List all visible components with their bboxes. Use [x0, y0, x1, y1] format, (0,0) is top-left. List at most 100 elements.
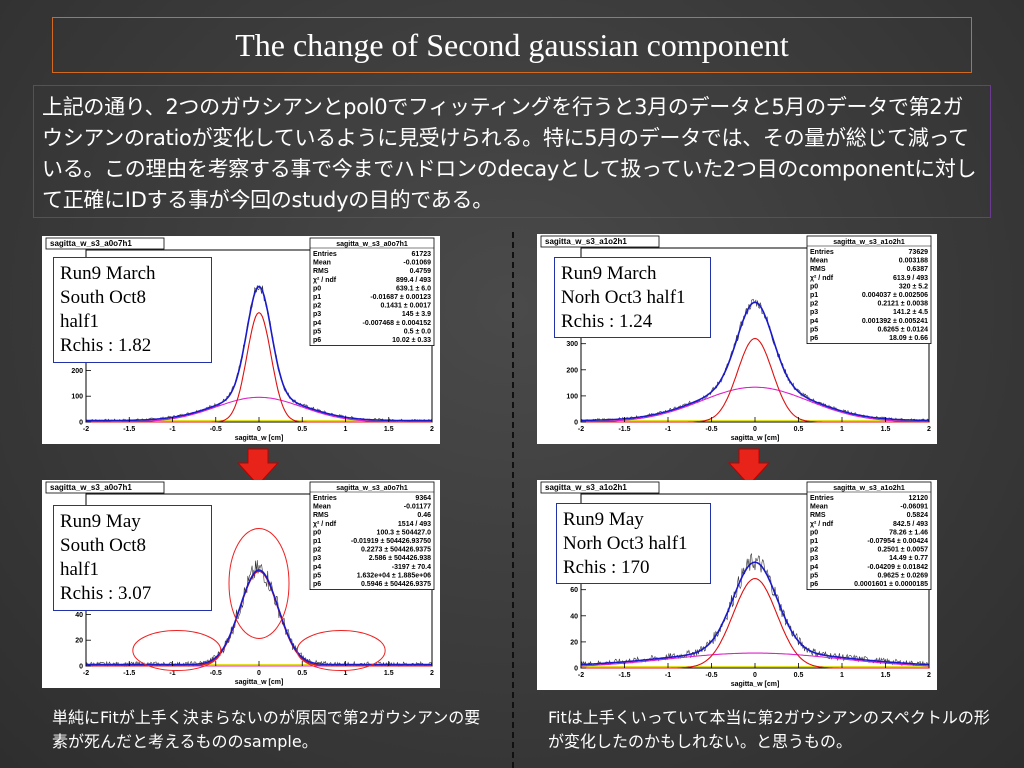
- stats-value: 145 ± 3.9: [402, 311, 431, 318]
- gauss1-fit-line: [581, 577, 929, 669]
- y-tick-label: 60: [570, 587, 578, 594]
- stats-key: p2: [810, 301, 818, 308]
- stats-key: p3: [313, 555, 321, 562]
- y-tick-label: 300: [566, 341, 578, 348]
- x-tick-label: 1.5: [881, 426, 891, 433]
- stats-value: 0.0001601 ± 0.0000185: [854, 581, 928, 588]
- stats-key: p6: [810, 581, 818, 588]
- stats-key: p3: [810, 555, 818, 562]
- x-tick-label: 1: [840, 672, 844, 679]
- x-axis: -2 -1.5 -1 -0.5 0 0.5 1 1.5 2 sagitta_w [cm]: [578, 663, 931, 688]
- stats-key: p3: [313, 311, 321, 318]
- x-tick-label: 1.5: [881, 672, 891, 679]
- stats-frame: [309, 481, 435, 590]
- stats-key: p6: [313, 337, 321, 344]
- stats-key: RMS: [313, 268, 329, 275]
- hist-title-box: [45, 481, 165, 494]
- stats-key: p2: [313, 547, 321, 554]
- total-fit-line: [580, 561, 930, 666]
- x-tick-label: 0.5: [794, 672, 804, 679]
- hist-title: sagitta_w_s3_a1o2h1: [545, 483, 627, 492]
- stats-value: -0.007468 ± 0.004152: [363, 320, 432, 327]
- x-tick-label: -1.5: [123, 426, 135, 433]
- stats-key: p5: [810, 326, 818, 333]
- x-tick-label: -1.5: [618, 426, 630, 433]
- down-arrow-right: [727, 448, 771, 486]
- stats-value: 61723: [412, 251, 432, 258]
- stats-key: p1: [810, 292, 818, 299]
- stats-box: sagitta_w_s3_a1o2h1 Entries 12120 Mean -0.06…: [806, 481, 932, 590]
- y-tick-label: 40: [570, 613, 578, 620]
- x-tick-label: -1: [169, 426, 175, 433]
- x-tick-label: 2: [927, 672, 931, 679]
- total-fit-line: [581, 301, 929, 422]
- stats-value: 141.2 ± 4.5: [893, 309, 928, 316]
- stats-value: 0.6387: [907, 266, 929, 273]
- stats-key: χ² / ndf: [810, 275, 834, 282]
- stats-key: p0: [810, 529, 818, 536]
- stats-value: 0.6265 ± 0.0124: [877, 326, 928, 333]
- y-tick-label: 20: [570, 639, 578, 646]
- total-fit-line: [86, 285, 432, 422]
- stats-key: RMS: [313, 512, 329, 519]
- gauss2-fit-line: [86, 396, 432, 423]
- x-tick-label: 0.5: [297, 670, 307, 677]
- gauss2-fit-line: [581, 386, 929, 423]
- x-tick-label: -0.5: [705, 672, 717, 679]
- x-tick-label: 2: [430, 670, 434, 677]
- x-tick-label: 1: [344, 426, 348, 433]
- hist-title: sagitta_w_s3_a1o2h1: [545, 237, 627, 246]
- stats-key: RMS: [810, 266, 826, 273]
- run-label-may-north: Run9 May Norh Oct3 half1 Rchis : 170: [556, 503, 711, 584]
- stats-key: p2: [313, 303, 321, 310]
- stats-value: 9364: [415, 495, 431, 502]
- x-tick-label: 0.5: [794, 426, 804, 433]
- hist-title: sagitta_w_s3_a0o7h1: [50, 239, 132, 248]
- stats-key: p5: [313, 572, 321, 579]
- stats-value: 0.004037 ± 0.002506: [862, 292, 928, 299]
- stats-key: χ² / ndf: [313, 277, 337, 284]
- stats-key: χ² / ndf: [313, 521, 337, 528]
- y-tick-label: 200: [71, 368, 83, 375]
- stats-key: p1: [810, 538, 818, 545]
- stats-key: p1: [313, 538, 321, 545]
- stats-value: 639.1 ± 6.0: [396, 285, 431, 292]
- stats-value: 100.3 ± 504427.0: [377, 529, 432, 536]
- run-label-may-south: Run9 May South Oct8 half1 Rchis : 3.07: [53, 505, 212, 611]
- x-tick-label: -2: [83, 670, 89, 677]
- y-tick-label: 0: [574, 420, 578, 427]
- center-divider: [512, 232, 514, 768]
- stats-key: p5: [313, 328, 321, 335]
- caption-right: Fitは上手くいっていて本当に第2ガウシアンのスペクトルの形が変化したのかもしれ…: [548, 708, 990, 751]
- y-tick-label: 100: [566, 393, 578, 400]
- run-label-march-south: Run9 March South Oct8 half1 Rchis : 1.82: [53, 257, 212, 363]
- stats-value: 2.586 ± 504426.938: [369, 555, 431, 562]
- highlight-ellipse-peak: [228, 527, 290, 639]
- stats-value: 320 ± 5.2: [899, 283, 928, 290]
- gauss1-fit-line: [86, 570, 432, 667]
- x-axis-label: sagitta_w [cm]: [235, 679, 284, 686]
- x-axis: -2 -1.5 -1 -0.5 0 0.5 1 1.5 2 sagitta_w [cm]: [83, 661, 434, 686]
- stats-value: 613.9 / 493: [893, 275, 928, 282]
- x-tick-label: 0: [753, 426, 757, 433]
- stats-name: sagitta_w_s3_a0o7h1: [336, 241, 408, 248]
- highlight-ellipse-left-tail: [132, 630, 222, 672]
- hist-title-box: [540, 235, 660, 248]
- x-tick-label: -0.5: [210, 426, 222, 433]
- stats-value: 0.9625 ± 0.0269: [877, 572, 928, 579]
- stats-frame: [806, 235, 932, 344]
- hist-title: sagitta_w_s3_a0o7h1: [50, 483, 132, 492]
- stats-value: 0.2501 ± 0.0057: [877, 547, 928, 554]
- stats-key: p3: [810, 309, 818, 316]
- x-tick-label: 1.5: [384, 670, 394, 677]
- x-tick-label: -1: [665, 672, 671, 679]
- y-axis: 0 100 200 300: [566, 341, 586, 427]
- stats-value: -0.06091: [900, 504, 928, 511]
- stats-value: 0.4759: [410, 268, 432, 275]
- y-tick-label: 200: [566, 367, 578, 374]
- stats-value: -3197 ± 70.4: [392, 564, 431, 571]
- x-axis-label: sagitta_w [cm]: [235, 435, 284, 442]
- stats-value: -0.01919 ± 504426.93750: [351, 538, 431, 545]
- run-label-march-north: Run9 March Norh Oct3 half1 Rchis : 1.24: [554, 257, 711, 338]
- x-tick-label: 1: [344, 670, 348, 677]
